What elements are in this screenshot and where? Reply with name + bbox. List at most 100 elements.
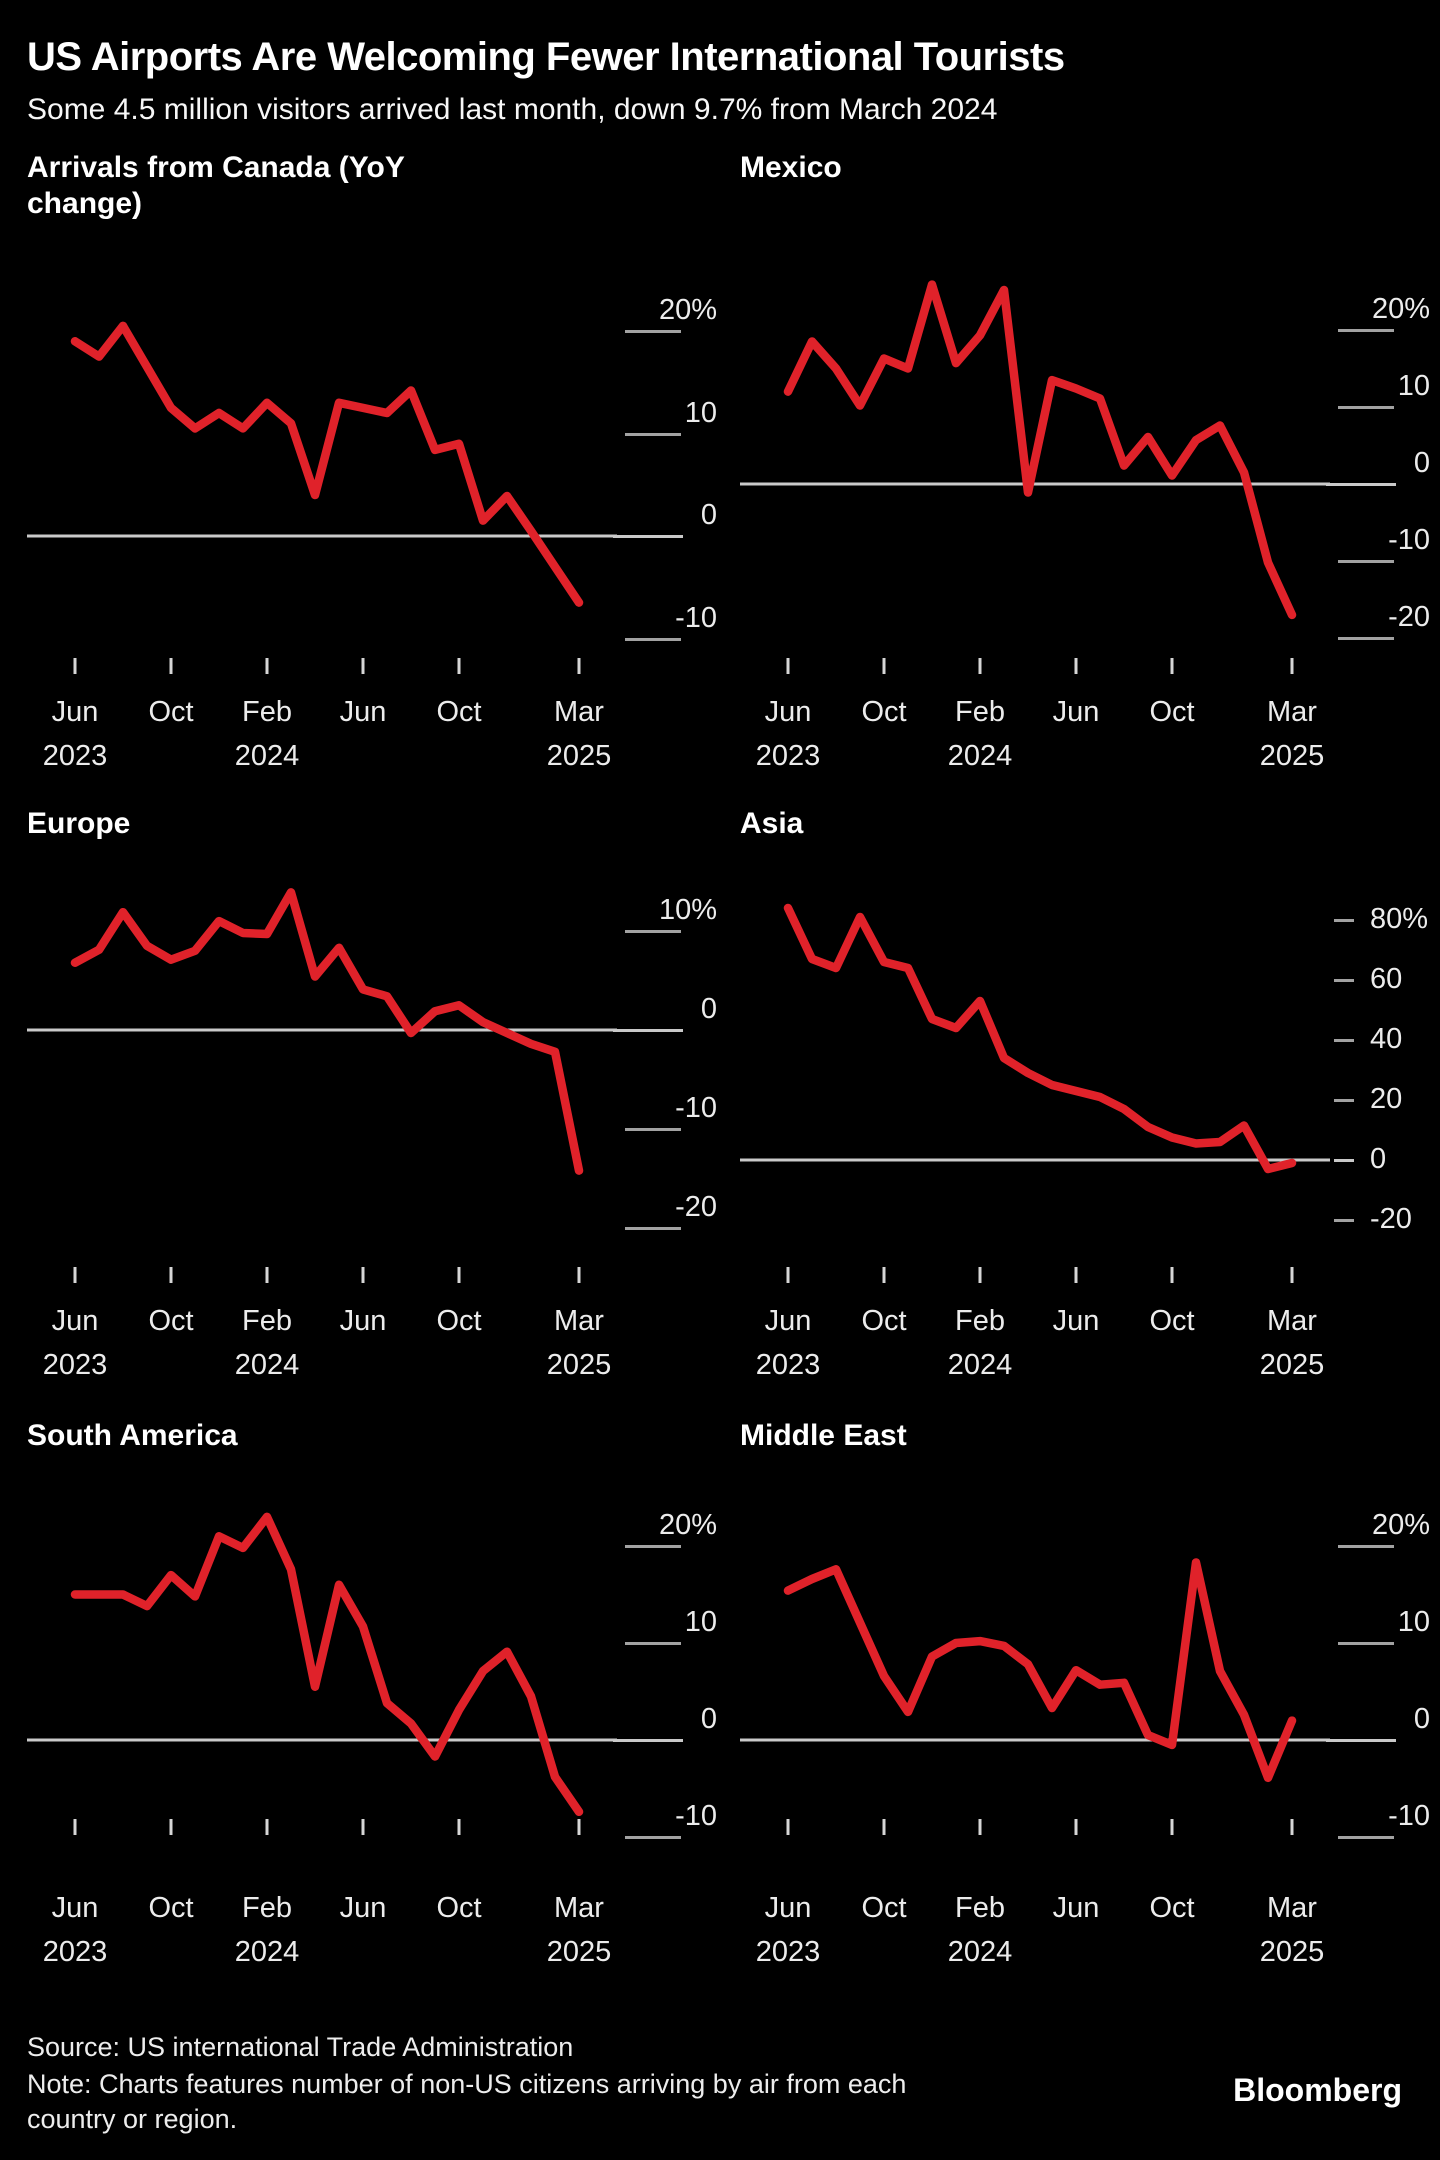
chart-body: 20% 10 0 -10 [27, 1464, 725, 1884]
y-tick-mark [613, 1029, 683, 1032]
page-subtitle: Some 4.5 million visitors arrived last m… [27, 93, 998, 126]
y-axis: 10% 0 -10 -20 [613, 852, 725, 1297]
y-tick-mark [1334, 979, 1354, 982]
x-axis-month-label: Mar [554, 696, 604, 728]
x-axis-month-label: Feb [242, 696, 292, 728]
y-tick-mark [1326, 1739, 1396, 1742]
x-axis-year-label: 2024 [947, 740, 1013, 772]
x-axis-month-label: Jun [1052, 1305, 1100, 1337]
x-axis-month-label: Feb [955, 1305, 1005, 1337]
y-tick-mark [613, 1739, 683, 1742]
x-axis-year-label: 2023 [42, 1349, 108, 1381]
y-axis-label: 20% [1371, 1509, 1430, 1541]
x-axis: Jun 2023 Oct Feb 2024 Jun Oct Mar 2025 [27, 1297, 617, 1397]
y-tick-mark [625, 1128, 681, 1131]
y-tick-mark [1338, 329, 1394, 332]
x-axis-month-label: Oct [436, 1305, 482, 1337]
x-axis-month-label: Feb [242, 1305, 292, 1337]
charts-grid: Arrivals from Canada (YoY change) 20% 10 0… [27, 150, 1438, 1984]
y-axis-label: 10 [684, 396, 717, 429]
y-axis-label: -10 [675, 601, 717, 634]
y-tick-mark [1338, 560, 1394, 563]
x-axis-year-label: 2025 [1259, 740, 1325, 772]
data-line [70, 1512, 584, 1817]
x-axis-month-label: Feb [955, 1892, 1005, 1924]
plot-area [740, 852, 1330, 1297]
chart-body: 20% 10 0 -10 [740, 1464, 1438, 1884]
x-axis-month-label: Oct [148, 1305, 194, 1337]
y-axis-label: -10 [1388, 1800, 1430, 1832]
y-tick-mark [625, 930, 681, 933]
plot-area [740, 1464, 1330, 1884]
y-axis-label: 20 [1370, 1083, 1403, 1116]
x-axis-year-label: 2025 [546, 1349, 612, 1381]
plot-area [27, 852, 617, 1297]
x-axis-month-label: Mar [1267, 696, 1317, 728]
x-axis-year-label: 2025 [1259, 1936, 1325, 1968]
y-axis-label: 0 [700, 499, 717, 531]
x-axis-year-label: 2024 [234, 1349, 300, 1381]
source-text: Source: US international Trade Administr… [27, 2032, 574, 2062]
chart-title: Europe [27, 807, 131, 840]
y-axis-label: 10 [1397, 370, 1430, 402]
bloomberg-logo: Bloomberg [1233, 2072, 1402, 2108]
x-axis-month-label: Oct [1149, 696, 1195, 728]
x-axis-year-label: 2025 [546, 1936, 612, 1968]
x-axis-month-label: Jun [51, 696, 99, 728]
x-axis-month-label: Jun [51, 1892, 99, 1924]
x-axis-month-label: Jun [764, 1305, 812, 1337]
x-axis-month-label: Jun [764, 696, 812, 728]
y-axis: 20% 10 0 -10 -20 [1326, 228, 1438, 688]
y-axis: 20% 10 0 -10 [613, 1464, 725, 1884]
y-tick-mark [1334, 1159, 1354, 1162]
y-tick-mark [1338, 1836, 1394, 1839]
chart-panel-mexico: Mexico 20% 10 0 -10 -20 Jun 2023 Oct Feb 2024 Jun… [740, 150, 1438, 788]
data-line [70, 888, 584, 1175]
x-axis-year-label: 2023 [755, 1936, 821, 1968]
y-axis-label: -20 [675, 1191, 717, 1223]
x-axis-year-label: 2024 [234, 1936, 300, 1968]
y-axis: 20% 10 0 -10 [613, 228, 725, 688]
x-axis-year-label: 2024 [947, 1936, 1013, 1968]
x-axis-year-label: 2025 [546, 740, 612, 772]
x-axis-month-label: Oct [1149, 1305, 1195, 1337]
y-axis: 80% 60 40 20 0 -20 [1330, 852, 1438, 1297]
x-axis-month-label: Mar [554, 1892, 604, 1924]
chart-title: Mexico [740, 151, 842, 184]
line-chart-svg [740, 280, 1330, 674]
y-axis-label: 20% [658, 1509, 717, 1541]
x-axis-month-label: Oct [148, 696, 194, 728]
x-axis-month-label: Jun [339, 1305, 387, 1337]
x-axis-month-label: Oct [148, 1892, 194, 1924]
y-axis-label: -20 [1388, 601, 1430, 633]
x-axis-month-label: Mar [1267, 1305, 1317, 1337]
x-axis-month-label: Jun [1052, 696, 1100, 728]
x-axis: Jun 2023 Oct Feb 2024 Jun Oct Mar 2025 [740, 1884, 1330, 1984]
x-axis: Jun 2023 Oct Feb 2024 Jun Oct Mar 2025 [27, 1884, 617, 1984]
x-axis-year-label: 2023 [755, 1349, 821, 1381]
x-axis-month-label: Mar [554, 1305, 604, 1337]
chart-panel-canada: Arrivals from Canada (YoY change) 20% 10 0… [27, 150, 725, 788]
x-axis-month-label: Jun [764, 1892, 812, 1924]
y-tick-mark [1334, 1219, 1354, 1222]
line-chart-svg [740, 1558, 1330, 1835]
chart-body: 20% 10 0 -10 -20 [740, 228, 1438, 688]
y-tick-mark [1334, 919, 1354, 922]
x-axis-month-label: Jun [1052, 1892, 1100, 1924]
y-tick-mark [625, 330, 681, 333]
plot-area [27, 228, 617, 688]
line-chart-svg [740, 903, 1330, 1283]
plot-area [27, 1464, 617, 1884]
line-chart-svg [27, 1512, 617, 1835]
y-tick-mark [625, 432, 681, 436]
data-line [783, 280, 1297, 620]
y-axis-label: 60 [1370, 963, 1403, 996]
y-tick-mark [625, 1545, 681, 1548]
plot-area [740, 228, 1330, 688]
chart-title: Middle East [740, 1419, 907, 1452]
x-axis-year-label: 2024 [947, 1349, 1013, 1381]
y-axis-label: 40 [1370, 1023, 1403, 1056]
y-tick-mark [625, 1836, 681, 1839]
chart-body: 20% 10 0 -10 [27, 228, 725, 688]
data-line [783, 1558, 1297, 1783]
